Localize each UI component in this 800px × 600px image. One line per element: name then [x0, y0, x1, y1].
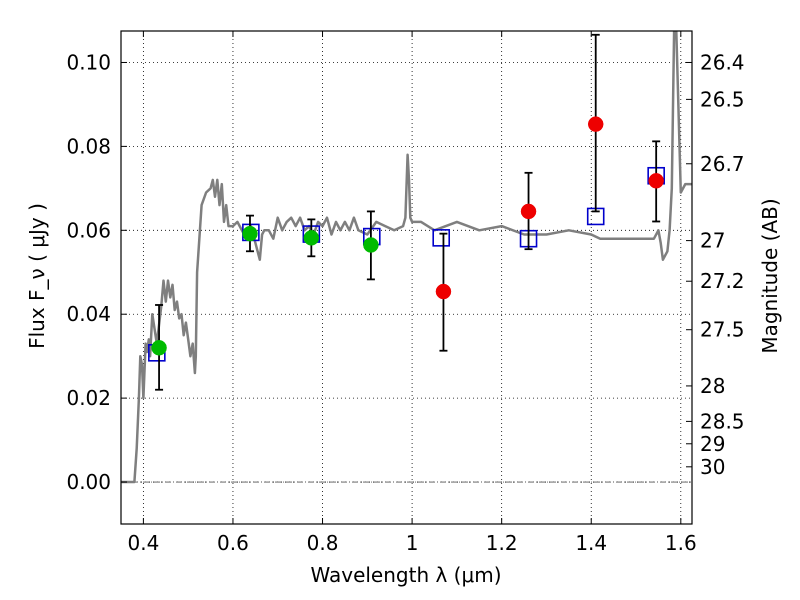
plot-frame — [120, 30, 693, 525]
red-data-point — [520, 203, 537, 220]
red-data-point — [648, 173, 664, 189]
grid-lines — [121, 31, 692, 524]
right-axis-label: Magnitude (AB) — [758, 198, 782, 353]
y-tick-label: 0.06 — [66, 218, 111, 242]
y-tick-label: 0.10 — [66, 50, 111, 74]
right-tick-label: 27.2 — [700, 269, 745, 293]
right-tick-label: 26.4 — [700, 50, 745, 74]
y-tick-label: 0.02 — [66, 386, 111, 410]
right-tick-label: 30 — [700, 455, 725, 479]
plot-content — [121, 31, 692, 484]
y-tick-label: 0.08 — [66, 134, 111, 158]
x-axis-label: Wavelength λ (μm) — [310, 563, 501, 587]
red-data-point — [435, 283, 452, 300]
right-tick-label: 26.5 — [700, 87, 745, 111]
right-tick-label: 27.5 — [700, 318, 745, 342]
red-data-point — [587, 116, 604, 132]
right-tick-label: 28 — [700, 374, 725, 398]
x-tick-label: 0.8 — [307, 531, 339, 555]
y-axis-ticks: 0.00 0.02 0.04 0.06 0.08 0.10 — [66, 50, 127, 494]
x-tick-label: 1 — [406, 531, 419, 555]
green-data-point — [151, 340, 167, 356]
right-tick-label: 26.7 — [700, 152, 745, 176]
green-data-point — [363, 237, 379, 253]
green-data-point — [303, 230, 320, 246]
y-tick-label: 0.00 — [66, 470, 111, 494]
x-tick-label: 0.6 — [217, 531, 249, 555]
right-tick-label: 29 — [700, 432, 725, 456]
green-data-point — [242, 225, 258, 242]
x-tick-label: 0.4 — [127, 531, 159, 555]
x-tick-label: 1.6 — [665, 531, 697, 555]
template-spectrum-line — [121, 31, 692, 484]
x-axis-ticks: 0.4 0.6 0.8 1 1.2 1.4 1.6 — [127, 31, 697, 555]
x-tick-label: 1.4 — [575, 531, 607, 555]
y-tick-label: 0.04 — [66, 302, 111, 326]
right-tick-label: 27 — [700, 229, 725, 253]
right-tick-label: 28.5 — [700, 409, 745, 433]
x-tick-label: 1.2 — [486, 531, 518, 555]
y-axis-label: Flux F_ν ( μJy ) — [25, 203, 49, 349]
model-box-marker — [432, 229, 451, 247]
